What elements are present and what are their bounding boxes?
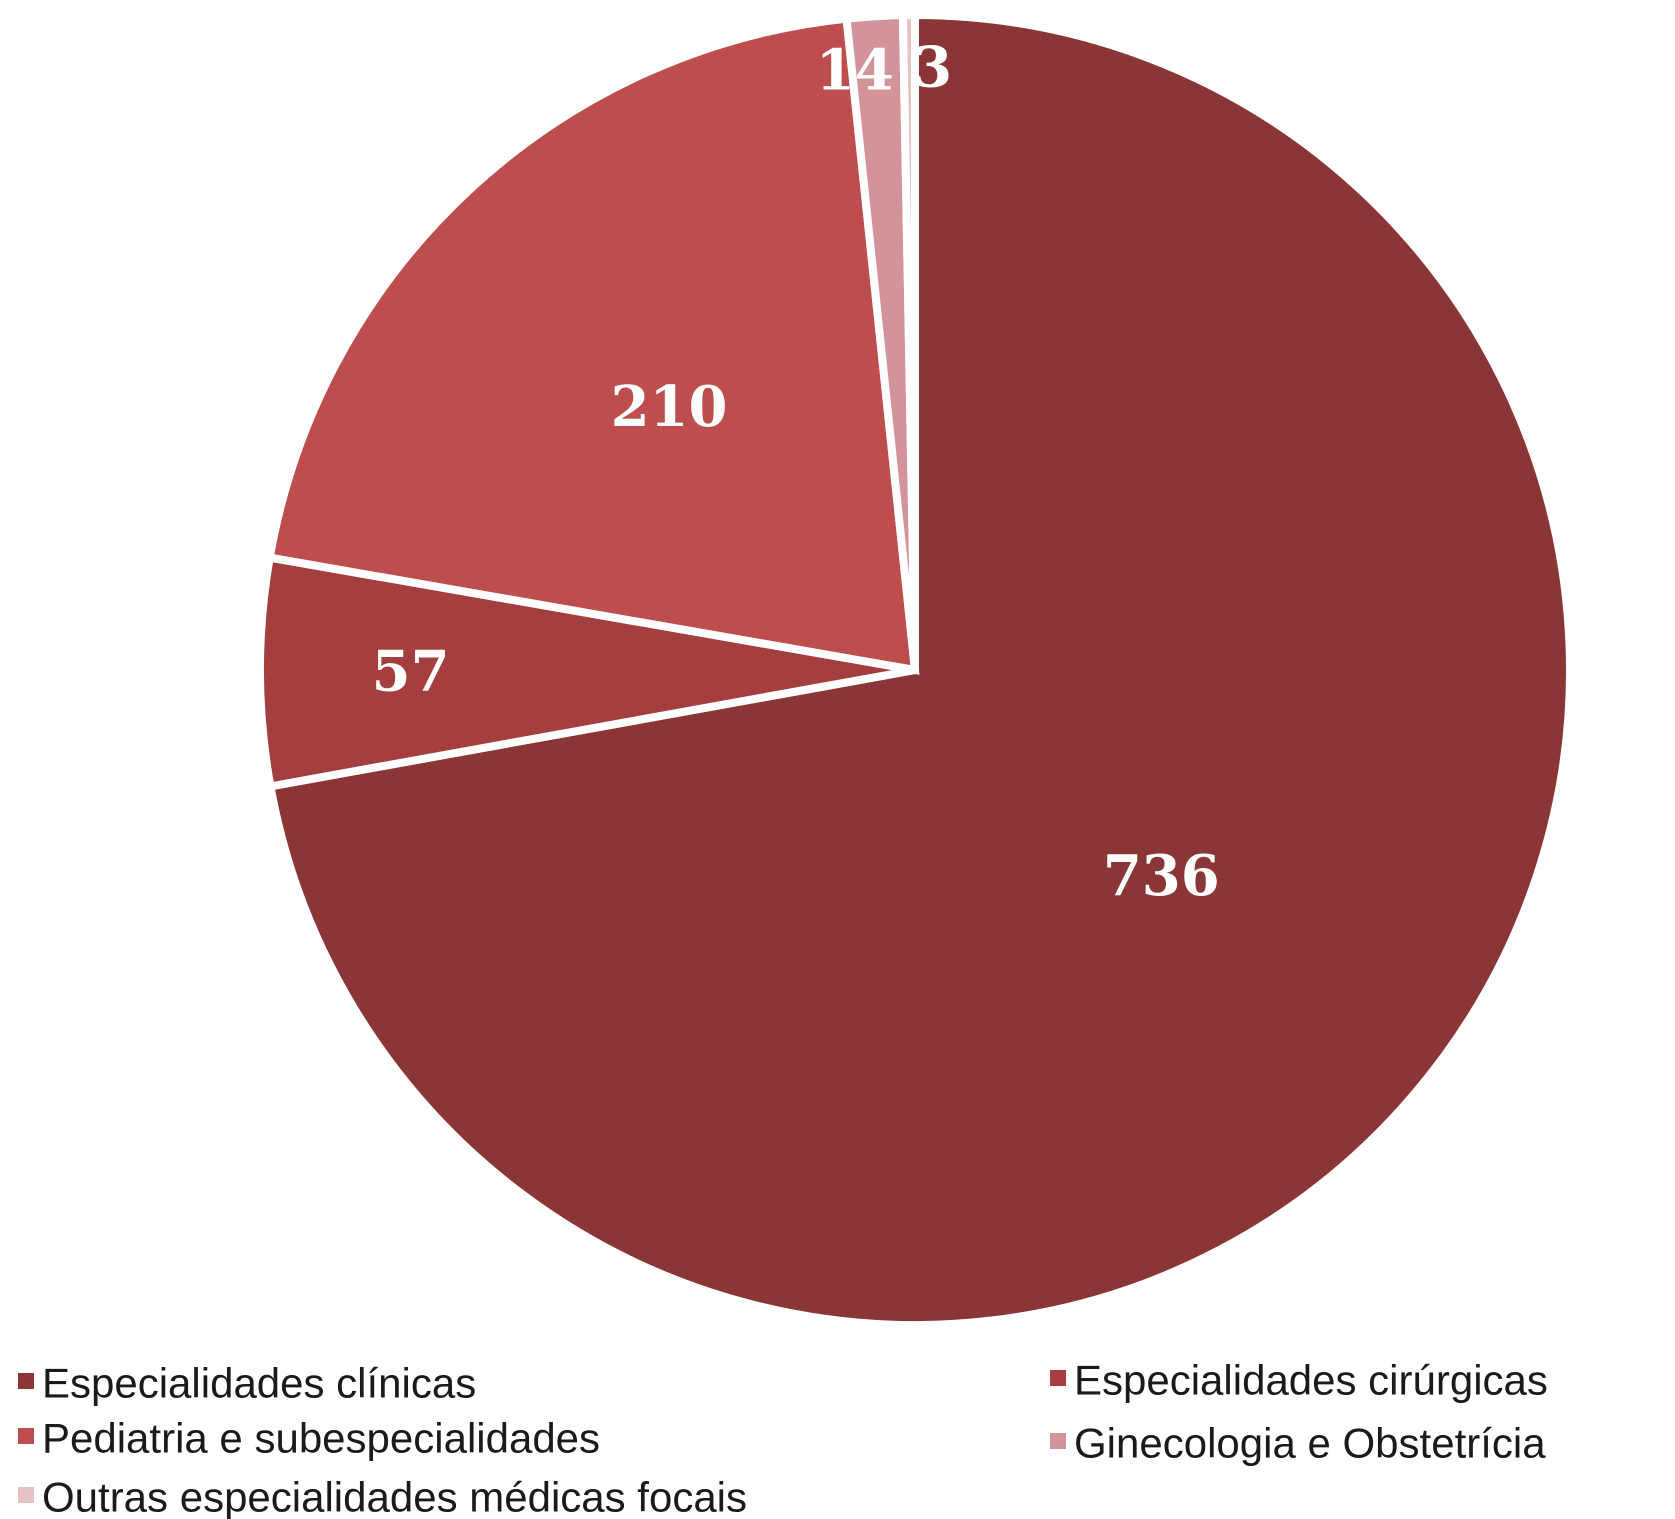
pie-slices	[256, 10, 1574, 1329]
legend-label-4: Ginecologia e Obstetrícia	[1074, 1420, 1546, 1467]
legend-swatch-4	[1050, 1433, 1066, 1449]
legend-swatch-3	[18, 1428, 34, 1444]
legend-label-5: Outras especialidades médicas focais	[42, 1474, 747, 1519]
data-label-4: 14	[816, 37, 894, 103]
legend-swatch-1	[18, 1373, 34, 1389]
data-label-5: 3	[913, 35, 952, 101]
data-label-1: 736	[1103, 843, 1220, 909]
legend-label-1: Especialidades clínicas	[42, 1360, 476, 1407]
pie-slice-3	[265, 14, 920, 675]
data-label-3: 210	[611, 374, 728, 440]
legend-swatch-5	[18, 1487, 34, 1503]
pie-data-labels: 736 57 210 14 3	[372, 35, 1220, 909]
legend-label-2: Especialidades cirúrgicas	[1074, 1357, 1548, 1404]
pie-slice-5	[898, 10, 919, 671]
legend-label-3: Pediatria e subespecialidades	[42, 1415, 600, 1462]
pie-slice-1	[265, 10, 1574, 1329]
legend: Especialidades clínicas Especialidades ci…	[18, 1357, 1548, 1519]
legend-swatch-2	[1050, 1370, 1066, 1386]
data-label-2: 57	[372, 639, 450, 705]
pie-slice-2	[256, 552, 916, 792]
